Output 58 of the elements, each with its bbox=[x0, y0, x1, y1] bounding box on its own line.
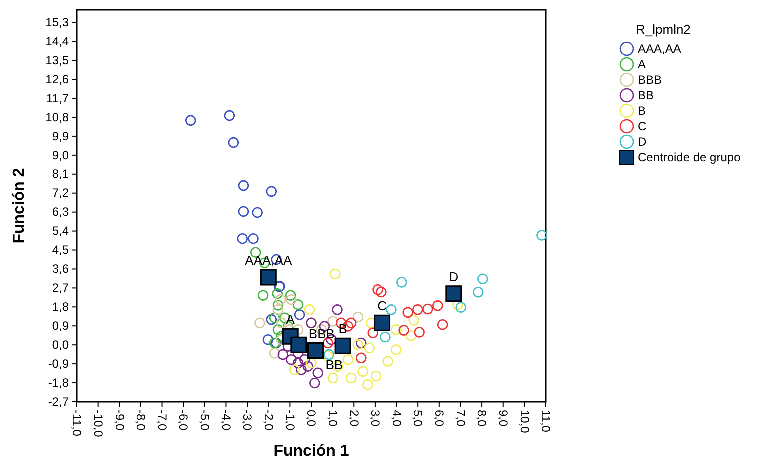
legend-label: BBB bbox=[638, 73, 662, 88]
legend-label: C bbox=[638, 120, 647, 134]
legend-label: A bbox=[638, 58, 646, 72]
y-tick-label: -0,9 bbox=[48, 356, 70, 371]
legend-title: R_lpmln2 bbox=[636, 22, 691, 37]
legend-label: Centroide de grupo bbox=[638, 150, 742, 165]
x-axis-title: Función 1 bbox=[274, 443, 350, 460]
x-tick-label: -9,0 bbox=[112, 410, 127, 432]
x-tick-label: 2,0 bbox=[347, 410, 362, 428]
y-tick-label: 12,6 bbox=[46, 72, 70, 86]
x-tick-label: -8,0 bbox=[134, 410, 148, 432]
x-tick-label: -1,0 bbox=[283, 410, 298, 432]
legend-label: B bbox=[638, 104, 646, 118]
y-tick-label: 7,2 bbox=[52, 186, 70, 200]
x-tick-label: 8,0 bbox=[475, 410, 490, 428]
y-tick-label: 6,3 bbox=[52, 205, 70, 220]
x-tick-label: 7,0 bbox=[454, 410, 468, 428]
x-tick-label: 11,0 bbox=[539, 410, 554, 433]
y-tick-label: 3,6 bbox=[52, 262, 70, 276]
y-tick-label: 13,5 bbox=[46, 53, 70, 68]
x-tick-label: -3,0 bbox=[240, 410, 255, 432]
x-tick-label: -4,0 bbox=[219, 410, 234, 432]
y-tick-label: 15,3 bbox=[46, 15, 70, 30]
y-tick-label: 14,4 bbox=[46, 34, 70, 48]
x-tick-label: -5,0 bbox=[198, 410, 212, 432]
x-tick-label: 9,0 bbox=[496, 410, 511, 428]
legend-label: AAA,AA bbox=[638, 42, 682, 56]
x-tick-label: 6,0 bbox=[432, 410, 447, 428]
y-tick-label: 1,8 bbox=[52, 300, 70, 314]
legend-label: D bbox=[638, 135, 647, 150]
x-tick-label: 1,0 bbox=[326, 410, 340, 428]
y-tick-label: 11,7 bbox=[46, 91, 70, 106]
y-tick-label: -2,7 bbox=[48, 394, 70, 409]
y-tick-label: 4,5 bbox=[52, 243, 70, 258]
y-tick-label: 8,1 bbox=[52, 167, 70, 182]
y-tick-label: 5,4 bbox=[52, 224, 70, 238]
y-axis-title: Función 2 bbox=[11, 168, 28, 244]
annotation: D bbox=[449, 269, 459, 284]
x-tick-label: 3,0 bbox=[368, 410, 383, 428]
legend-label: BB bbox=[638, 88, 654, 103]
y-tick-label: -1,8 bbox=[48, 376, 70, 390]
annotation: C bbox=[378, 298, 387, 314]
x-tick-label: -2,0 bbox=[262, 410, 276, 432]
x-tick-label: -11,0 bbox=[70, 410, 84, 437]
x-tick-label: -7,0 bbox=[155, 410, 170, 432]
x-tick-label: 0,0 bbox=[304, 410, 319, 428]
x-tick-label: -10,0 bbox=[91, 410, 106, 438]
x-tick-label: 10,0 bbox=[518, 410, 532, 434]
y-tick-label: 2,7 bbox=[52, 281, 70, 296]
x-tick-label: 5,0 bbox=[411, 410, 426, 428]
annotation: BBB bbox=[308, 326, 335, 342]
y-tick-label: 0,0 bbox=[52, 338, 70, 352]
x-tick-label: -6,0 bbox=[176, 410, 191, 432]
y-tick-label: 0,9 bbox=[52, 318, 70, 333]
y-tick-label: 10,8 bbox=[46, 110, 70, 124]
x-tick-label: 4,0 bbox=[390, 410, 404, 428]
y-tick-label: 9,9 bbox=[52, 129, 70, 144]
y-tick-label: 9,0 bbox=[52, 148, 70, 162]
